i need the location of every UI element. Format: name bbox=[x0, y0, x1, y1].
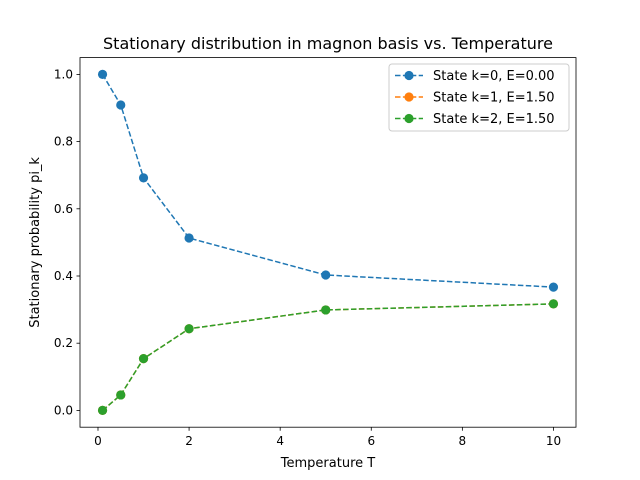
series-0 bbox=[97, 69, 559, 292]
x-tick-label: 4 bbox=[276, 434, 284, 448]
series-0-point-3 bbox=[184, 233, 194, 243]
x-tick-label: 2 bbox=[185, 434, 193, 448]
legend-entry-1: State k=1, E=1.50 bbox=[395, 91, 555, 106]
y-tick-label: 0.4 bbox=[54, 269, 73, 283]
legend: State k=0, E=0.00 State k=1, E=1.50 State … bbox=[388, 63, 570, 132]
series-0-point-0 bbox=[97, 69, 108, 79]
series-layer bbox=[97, 69, 559, 415]
y-axis-label: Stationary probability pi_k bbox=[28, 157, 43, 328]
legend-marker bbox=[404, 70, 414, 81]
series-2-point-3 bbox=[184, 324, 194, 334]
series-2 bbox=[97, 299, 559, 415]
legend-entry-0: State k=0, E=0.00 bbox=[395, 69, 555, 84]
y-tick-label: 0.2 bbox=[54, 336, 73, 350]
x-axis-ticks: 0 2 4 6 8 10 bbox=[94, 427, 561, 448]
legend-entries: State k=0, E=0.00 State k=1, E=1.50 State … bbox=[395, 69, 555, 127]
y-tick-label: 0.0 bbox=[54, 403, 73, 417]
y-axis-ticks: 0.0 0.2 0.4 0.6 0.8 1.0 bbox=[54, 67, 80, 417]
series-2-point-5 bbox=[548, 299, 559, 309]
legend-box bbox=[388, 63, 570, 132]
axes-frame bbox=[79, 57, 577, 428]
series-2-point-0 bbox=[97, 405, 108, 415]
x-tick-label: 8 bbox=[459, 434, 467, 448]
y-tick-label: 1.0 bbox=[54, 67, 73, 81]
series-2-point-2 bbox=[138, 354, 149, 364]
y-tick-label: 0.8 bbox=[54, 135, 73, 149]
legend-label: State k=0, E=0.00 bbox=[433, 69, 555, 84]
series-0-point-2 bbox=[138, 173, 149, 183]
y-tick-label: 0.6 bbox=[54, 202, 73, 216]
x-tick-label: 10 bbox=[546, 434, 561, 448]
series-0-point-1 bbox=[116, 100, 126, 110]
legend-label: State k=2, E=1.50 bbox=[433, 112, 555, 127]
x-tick-label: 6 bbox=[367, 434, 375, 448]
series-2-point-1 bbox=[116, 390, 126, 400]
series-0-point-5 bbox=[548, 282, 559, 292]
legend-label: State k=1, E=1.50 bbox=[433, 91, 555, 106]
series-0-line bbox=[101, 74, 554, 288]
x-axis-label: Temperature T bbox=[280, 456, 375, 471]
chart-title: Stationary distribution in magnon basis … bbox=[103, 34, 553, 53]
legend-marker bbox=[404, 92, 414, 102]
series-0-point-4 bbox=[321, 270, 331, 280]
legend-marker bbox=[404, 113, 414, 124]
series-2-point-4 bbox=[321, 305, 331, 315]
x-tick-label: 0 bbox=[94, 434, 102, 448]
legend-entry-2: State k=2, E=1.50 bbox=[395, 112, 555, 127]
